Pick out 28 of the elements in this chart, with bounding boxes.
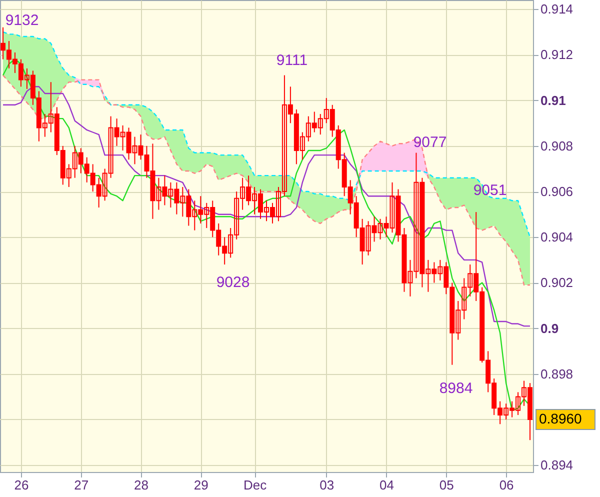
y-tick-label: 0.894	[540, 458, 574, 473]
y-tick-label: 0.902	[540, 275, 574, 290]
annotation: 9111	[276, 52, 308, 69]
ref-line-label: 0.8960	[539, 410, 582, 427]
x-tick-label: 03	[320, 478, 334, 492]
y-tick-label: 0.9	[540, 320, 559, 336]
y-tick-label: 0.91	[540, 92, 566, 108]
y-tick-label: 0.912	[540, 47, 574, 62]
x-tick-label: 04	[380, 478, 394, 492]
x-tick-label: 06	[499, 478, 514, 492]
annotation: 9132	[5, 12, 39, 29]
line-series	[2, 31, 531, 238]
annotation: 9077	[413, 134, 447, 151]
x-tick-label: 05	[439, 478, 454, 492]
x-tick-label: 29	[194, 478, 208, 492]
x-tick-label: Dec	[243, 478, 268, 492]
y-tick-label: 0.914	[540, 2, 574, 17]
y-tick-label: 0.906	[540, 184, 574, 200]
x-tick-label: 27	[74, 478, 89, 492]
y-tick-label: 0.904	[540, 230, 574, 245]
annotation: 8984	[439, 380, 473, 397]
y-tick-label: 0.898	[540, 366, 574, 382]
annotation: 9051	[473, 182, 507, 199]
x-tick-label: 26	[14, 478, 29, 492]
x-tick-label: 28	[134, 478, 148, 492]
y-tick-label: 0.908	[540, 138, 574, 154]
annotation: 9028	[216, 274, 250, 291]
line-series	[2, 74, 531, 286]
